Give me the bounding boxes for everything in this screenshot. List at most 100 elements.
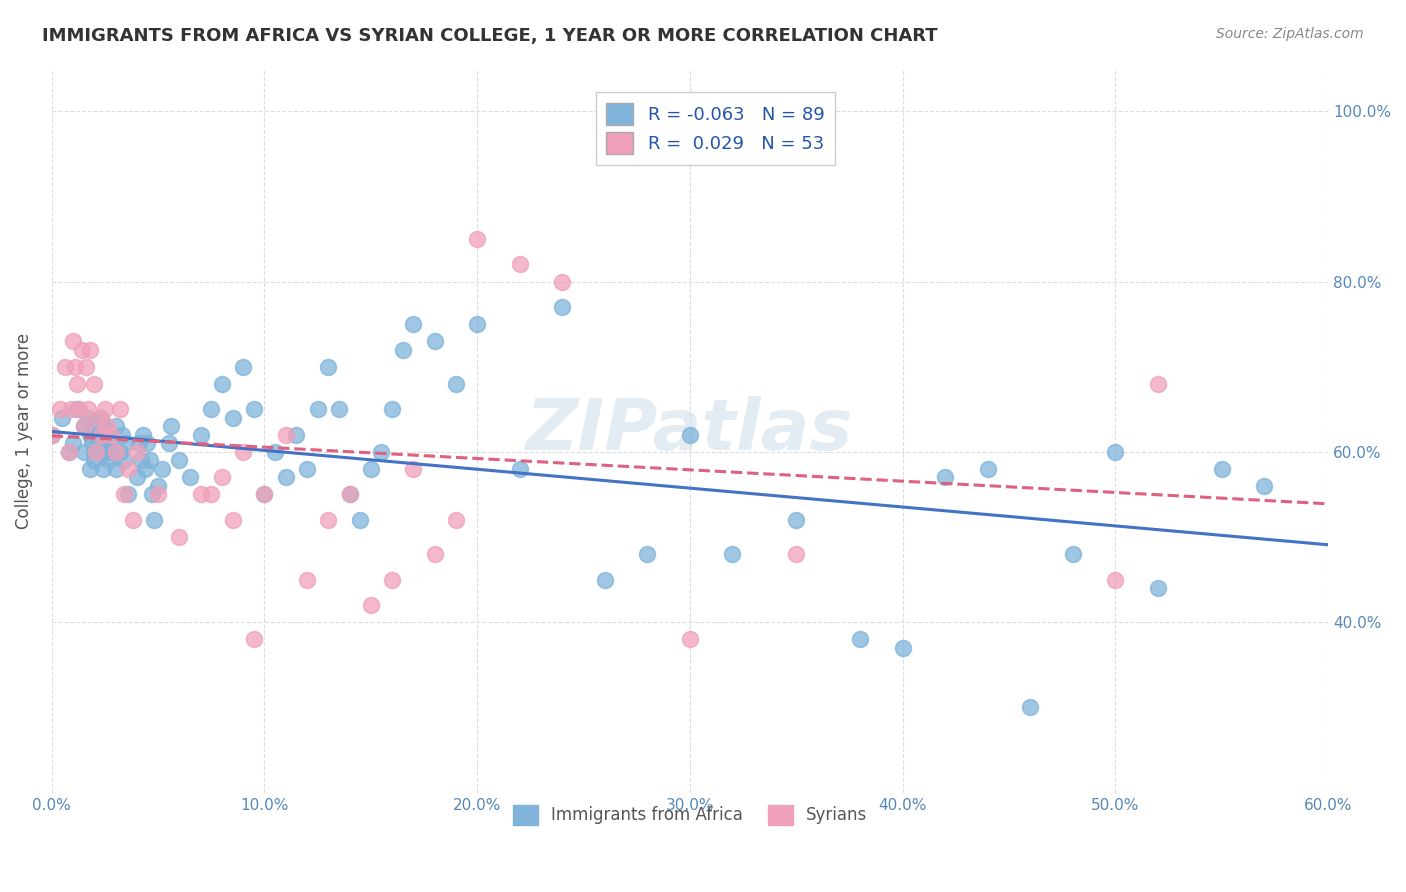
Point	[66, 376, 89, 391]
Point	[1147, 581, 1170, 595]
Point	[66, 402, 89, 417]
Point	[100, 445, 122, 459]
Point	[96, 427, 118, 442]
Point	[94, 436, 117, 450]
Point	[849, 632, 872, 647]
Point	[67, 402, 90, 417]
Point	[551, 275, 574, 289]
Point	[83, 445, 105, 459]
Point	[91, 419, 114, 434]
Point	[104, 419, 127, 434]
Point	[381, 402, 404, 417]
Point	[136, 436, 159, 450]
Point	[200, 487, 222, 501]
Point	[465, 232, 488, 246]
Point	[83, 376, 105, 391]
Point	[316, 513, 339, 527]
Text: Source: ZipAtlas.com: Source: ZipAtlas.com	[1216, 27, 1364, 41]
Point	[87, 427, 110, 442]
Point	[1104, 445, 1126, 459]
Point	[721, 547, 744, 561]
Point	[90, 445, 112, 459]
Point	[94, 402, 117, 417]
Point	[111, 427, 134, 442]
Text: ZIPatlas: ZIPatlas	[526, 396, 853, 465]
Point	[146, 479, 169, 493]
Point	[370, 445, 392, 459]
Point	[79, 462, 101, 476]
Point	[360, 599, 382, 613]
Point	[211, 470, 233, 484]
Point	[77, 410, 100, 425]
Point	[328, 402, 350, 417]
Point	[423, 547, 446, 561]
Point	[1147, 376, 1170, 391]
Point	[41, 427, 63, 442]
Point	[307, 402, 329, 417]
Point	[129, 453, 152, 467]
Point	[179, 470, 201, 484]
Legend: Immigrants from Africa, Syrians: Immigrants from Africa, Syrians	[502, 795, 877, 835]
Point	[63, 359, 86, 374]
Point	[509, 462, 531, 476]
Point	[339, 487, 361, 501]
Point	[70, 343, 93, 357]
Point	[253, 487, 276, 501]
Point	[1062, 547, 1084, 561]
Point	[444, 513, 467, 527]
Point	[112, 453, 135, 467]
Point	[232, 359, 254, 374]
Point	[391, 343, 413, 357]
Point	[381, 573, 404, 587]
Point	[83, 453, 105, 467]
Point	[141, 487, 163, 501]
Point	[132, 427, 155, 442]
Point	[1019, 700, 1042, 714]
Point	[636, 547, 658, 561]
Point	[73, 419, 96, 434]
Point	[190, 427, 212, 442]
Point	[264, 445, 287, 459]
Point	[58, 445, 80, 459]
Point	[190, 487, 212, 501]
Point	[86, 445, 108, 459]
Point	[100, 427, 122, 442]
Point	[134, 462, 156, 476]
Point	[125, 470, 148, 484]
Point	[891, 640, 914, 655]
Point	[785, 547, 807, 561]
Point	[90, 427, 112, 442]
Point	[138, 453, 160, 467]
Point	[402, 317, 425, 331]
Point	[1211, 462, 1233, 476]
Point	[125, 445, 148, 459]
Point	[593, 573, 616, 587]
Point	[232, 445, 254, 459]
Point	[53, 359, 76, 374]
Point	[79, 427, 101, 442]
Point	[169, 530, 191, 544]
Point	[94, 445, 117, 459]
Point	[934, 470, 956, 484]
Point	[295, 573, 318, 587]
Point	[465, 317, 488, 331]
Point	[77, 402, 100, 417]
Point	[87, 410, 110, 425]
Point	[104, 445, 127, 459]
Point	[360, 462, 382, 476]
Point	[79, 343, 101, 357]
Point	[679, 632, 702, 647]
Point	[285, 427, 308, 442]
Point	[295, 462, 318, 476]
Point	[211, 376, 233, 391]
Point	[73, 419, 96, 434]
Point	[128, 436, 150, 450]
Point	[73, 445, 96, 459]
Point	[200, 402, 222, 417]
Point	[221, 513, 243, 527]
Point	[96, 419, 118, 434]
Point	[339, 487, 361, 501]
Point	[117, 487, 139, 501]
Point	[146, 487, 169, 501]
Point	[1104, 573, 1126, 587]
